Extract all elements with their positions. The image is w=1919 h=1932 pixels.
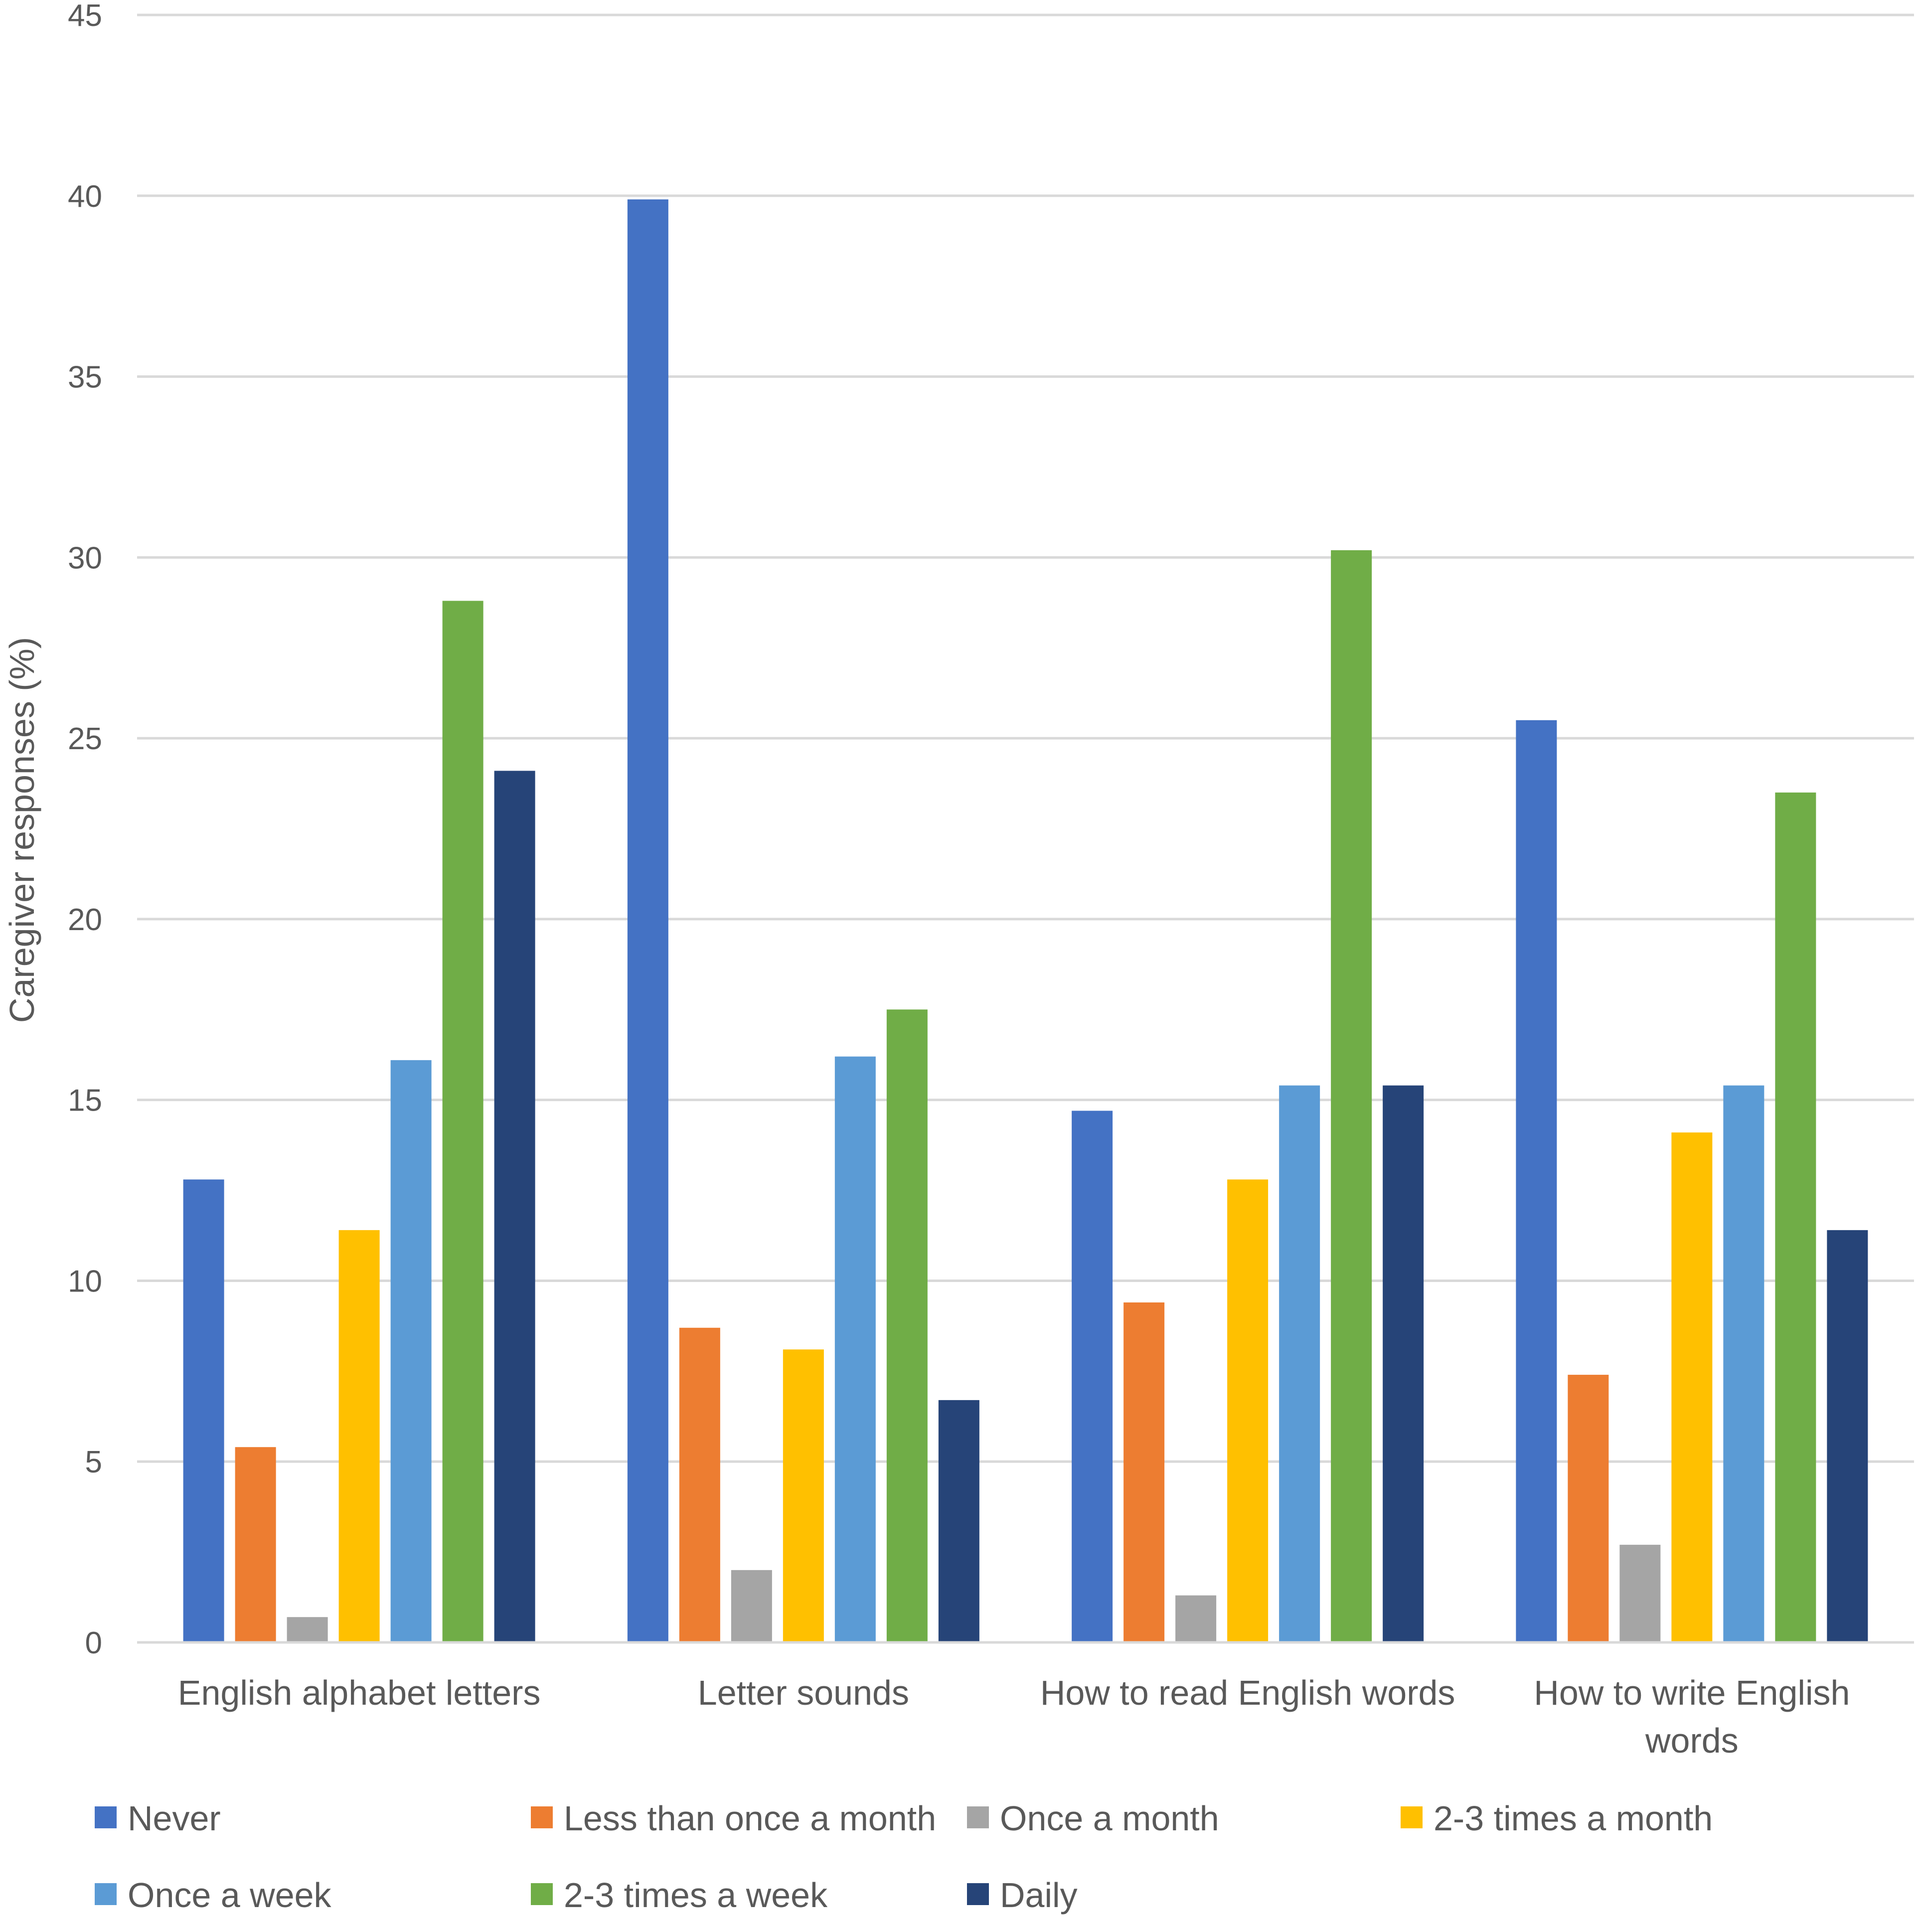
legend: Never Less than once a month Once a month 2… [95, 1799, 1713, 1915]
legend-label: Less than once a month [564, 1799, 936, 1838]
y-tick-label: 25 [68, 722, 102, 756]
legend-swatch [967, 1883, 989, 1905]
legend-swatch [1401, 1806, 1423, 1828]
bar-daily-3 [1383, 1085, 1424, 1642]
bar-daily-2 [938, 1400, 979, 1642]
y-tick-label: 0 [85, 1626, 102, 1660]
legend-swatch [531, 1806, 553, 1828]
bar-2-3-times-a-month-1 [338, 1230, 380, 1642]
bar-2-3-times-a-month-4 [1671, 1132, 1713, 1642]
y-axis-ticks: 0 5 10 15 20 25 30 35 40 45 [68, 0, 102, 1660]
bar-never-4 [1516, 720, 1557, 1642]
legend-label: Once a month [1000, 1799, 1219, 1838]
bar-once-a-week-3 [1279, 1085, 1320, 1642]
bar-once-a-month-1 [287, 1617, 328, 1642]
legend-item-2-3-times-a-month: 2-3 times a month [1401, 1799, 1713, 1838]
legend-label: Daily [1000, 1876, 1078, 1915]
bar-less-than-once-a-month-2 [679, 1327, 720, 1642]
legend-item-never: Never [95, 1799, 221, 1838]
y-tick-label: 40 [68, 179, 102, 214]
legend-label: 2-3 times a month [1434, 1799, 1713, 1838]
legend-item-less-than-once-a-month: Less than once a month [531, 1799, 936, 1838]
bar-daily-4 [1827, 1230, 1868, 1642]
bar-2-3-times-a-week-3 [1331, 550, 1372, 1642]
bar-once-a-month-4 [1619, 1545, 1661, 1642]
y-tick-label: 15 [68, 1084, 102, 1118]
bar-never-3 [1072, 1111, 1113, 1642]
legend-swatch [967, 1806, 989, 1828]
legend-swatch [531, 1883, 553, 1905]
x-category-label: How to read English words [1040, 1673, 1455, 1712]
y-tick-label: 35 [68, 360, 102, 395]
legend-label: 2-3 times a week [564, 1876, 828, 1915]
bar-2-3-times-a-week-2 [886, 1009, 928, 1642]
legend-item-once-a-week: Once a week [95, 1876, 332, 1915]
bar-once-a-month-3 [1175, 1595, 1217, 1642]
gridlines [137, 13, 1914, 1463]
bar-once-a-week-1 [390, 1060, 432, 1642]
y-tick-label: 20 [68, 903, 102, 937]
legend-item-daily: Daily [967, 1876, 1078, 1915]
bar-once-a-month-2 [731, 1570, 772, 1642]
bar-less-than-once-a-month-4 [1568, 1375, 1609, 1642]
bar-2-3-times-a-month-3 [1227, 1179, 1269, 1642]
y-tick-label: 5 [85, 1445, 102, 1479]
bar-2-3-times-a-week-1 [442, 601, 483, 1643]
bar-daily-1 [494, 771, 535, 1642]
bar-once-a-week-2 [834, 1056, 876, 1642]
y-axis-title: Caregiver responses (%) [2, 637, 41, 1023]
x-category-label: How to write English words [1534, 1673, 1850, 1760]
legend-label: Never [128, 1799, 221, 1838]
legend-label: Once a week [128, 1876, 332, 1915]
bar-2-3-times-a-month-2 [783, 1349, 824, 1642]
legend-item-2-3-times-a-week: 2-3 times a week [531, 1876, 828, 1915]
bar-never-2 [627, 199, 668, 1643]
x-axis-categories: English alphabet letters Letter sounds How… [178, 1673, 1850, 1760]
y-tick-label: 10 [68, 1264, 102, 1298]
bar-once-a-week-4 [1723, 1085, 1764, 1642]
y-tick-label: 30 [68, 541, 102, 575]
y-tick-label: 45 [68, 0, 102, 33]
x-category-label: Letter sounds [698, 1673, 909, 1712]
bars [183, 199, 1868, 1643]
legend-swatch [95, 1806, 117, 1828]
legend-item-once-a-month: Once a month [967, 1799, 1219, 1838]
bar-less-than-once-a-month-3 [1123, 1302, 1165, 1642]
x-category-label: English alphabet letters [178, 1673, 541, 1712]
bar-never-1 [183, 1179, 224, 1642]
bar-less-than-once-a-month-1 [235, 1447, 276, 1642]
legend-swatch [95, 1883, 117, 1905]
bar-2-3-times-a-week-4 [1775, 792, 1816, 1642]
